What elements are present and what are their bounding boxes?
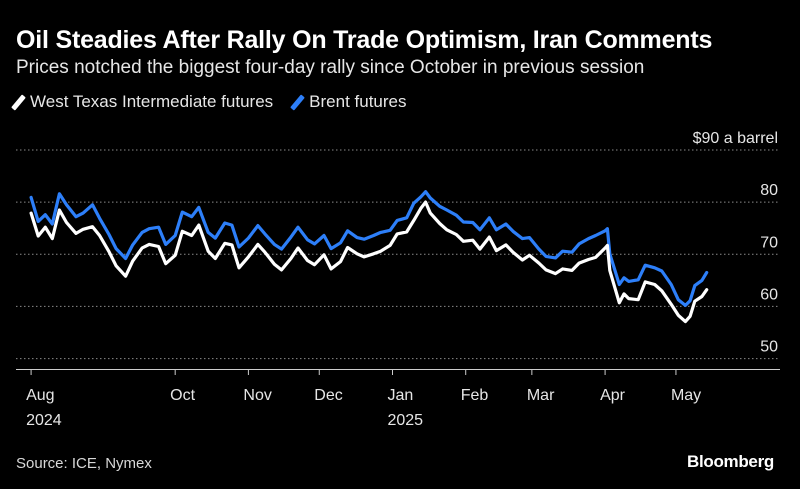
x-tick-label: Mar — [527, 387, 555, 404]
legend-label-brent: Brent futures — [309, 92, 407, 111]
wti-series-line — [29, 200, 709, 324]
x-axis: Aug 2024 Oct Nov Dec Jan 2025 Feb Mar Apr May — [16, 369, 780, 429]
x-tick-label: Aug — [26, 387, 54, 404]
y-tick-label: 60 — [760, 286, 778, 303]
x-tick-label: Dec — [314, 387, 342, 404]
bloomberg-logo: Bloomberg — [686, 452, 774, 471]
chart-legend: West Texas Intermediate futures Brent fu… — [11, 92, 428, 112]
chart-title: Oil Steadies After Rally On Trade Optimi… — [16, 26, 713, 54]
y-tick-label: 70 — [760, 234, 778, 251]
y-axis-tick-labels: 50 60 70 80 $90 a barrel — [693, 130, 778, 356]
legend-item-brent: Brent futures — [290, 92, 407, 112]
source-note: Source: ICE, Nymex — [16, 455, 152, 472]
x-tick-label: Oct — [170, 387, 195, 404]
x-tick-label: Jan — [387, 387, 413, 404]
y-tick-label: 80 — [760, 182, 778, 199]
grid-lines — [16, 149, 780, 360]
x-tick-label: May — [671, 387, 701, 404]
x-tick-year-label: 2024 — [26, 412, 62, 429]
x-tick-label: Feb — [461, 387, 489, 404]
y-tick-label: $90 a barrel — [693, 130, 778, 147]
y-tick-label: 50 — [760, 339, 778, 356]
x-tick-label: Nov — [243, 387, 271, 404]
series-lines — [29, 190, 709, 324]
brent-series-line — [29, 190, 709, 307]
chart-subtitle: Prices notched the biggest four-day rall… — [16, 57, 645, 78]
legend-label-wti: West Texas Intermediate futures — [30, 92, 274, 111]
x-tick-year-label: 2025 — [387, 412, 423, 429]
x-tick-label: Apr — [600, 387, 626, 404]
legend-item-wti: West Texas Intermediate futures — [11, 92, 274, 112]
